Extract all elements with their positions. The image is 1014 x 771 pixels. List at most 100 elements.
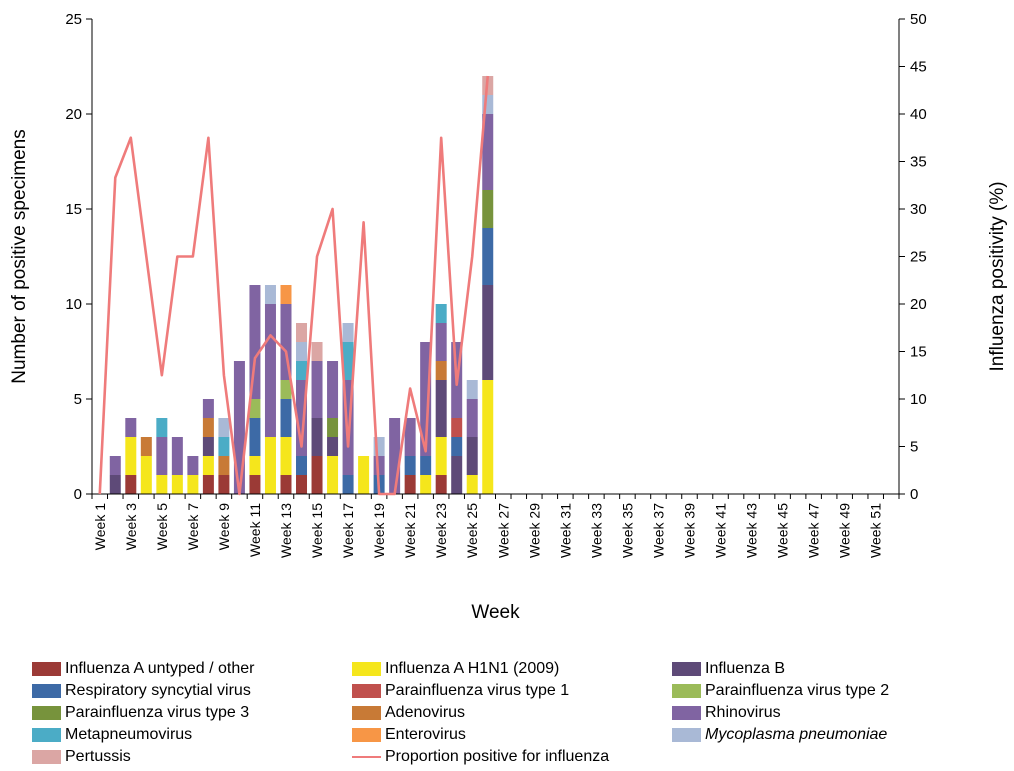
bar-segment-11-s2 — [249, 456, 261, 475]
bar-segment-8-s3 — [202, 437, 214, 456]
legend-item-5: Parainfluenza virus type 1 — [352, 682, 569, 700]
x-tick-label-1: Week 1 — [92, 503, 108, 550]
bar-segment-17-s10 — [342, 342, 354, 380]
x-tick-label-21: Week 21 — [402, 503, 418, 558]
x-tick-label-19: Week 19 — [371, 503, 387, 558]
y-tick-label-0: 0 — [74, 486, 82, 503]
bar-segment-26-s4 — [482, 228, 494, 285]
x-tick-label-11: Week 11 — [247, 503, 263, 557]
x-tick-label-31: Week 31 — [557, 503, 573, 558]
bar-segment-25-s2 — [466, 475, 478, 494]
legend-swatch — [352, 756, 381, 758]
legend-item-3: Influenza B — [672, 660, 785, 678]
bar-segment-6-s2 — [171, 475, 183, 494]
x-tick-label-15: Week 15 — [309, 503, 325, 558]
legend-label: Rhinovirus — [705, 704, 781, 721]
y-tick-label-20: 20 — [65, 106, 82, 123]
y2-tick-label-40: 40 — [910, 106, 927, 123]
bar-segment-26-s3 — [482, 285, 494, 380]
bar-segment-26-s2 — [482, 380, 494, 494]
legend-label: Mycoplasma pneumoniae — [705, 726, 888, 743]
x-tick-label-23: Week 23 — [433, 503, 449, 558]
legend-label: Influenza A untyped / other — [65, 660, 255, 677]
y-axis-title: Number of positive specimens — [9, 129, 30, 384]
legend-item-6: Parainfluenza virus type 2 — [672, 682, 889, 700]
bar-segment-5-s10 — [156, 418, 168, 437]
y2-tick-label-0: 0 — [910, 486, 918, 503]
legend-item-9: Rhinovirus — [672, 704, 781, 722]
bar-segment-5-s2 — [156, 475, 168, 494]
bar-segment-15-s1 — [311, 456, 323, 494]
bar-segment-9-s8 — [218, 456, 230, 475]
x-axis-title: Week — [471, 602, 520, 623]
legend-swatch — [32, 684, 61, 698]
legend-swatch — [352, 728, 381, 742]
x-tick-label-25: Week 25 — [464, 503, 480, 558]
influenza-positivity-line — [98, 75, 490, 496]
bar-segment-6-s9 — [171, 437, 183, 475]
x-tick-label-49: Week 49 — [837, 503, 853, 558]
x-tick-label-13: Week 13 — [278, 503, 294, 558]
legend-label: Adenovirus — [385, 704, 466, 721]
bar-segment-4-s2 — [140, 456, 152, 494]
legend-swatch — [672, 662, 701, 676]
legend-swatch — [672, 728, 701, 742]
bar-segment-17-s4 — [342, 475, 354, 494]
legend-swatch — [32, 750, 61, 764]
bar-segment-17-s12 — [342, 323, 354, 342]
bar-segment-3-s9 — [125, 418, 137, 437]
x-tick-label-9: Week 9 — [216, 503, 232, 550]
bar-segment-13-s4 — [280, 399, 292, 437]
legend-label: Influenza B — [705, 660, 786, 677]
bar-segment-23-s8 — [435, 361, 447, 380]
legend-label: Respiratory syncytial virus — [65, 682, 251, 699]
bar-segment-12-s2 — [264, 437, 276, 494]
bar-segment-8-s1 — [202, 475, 214, 494]
bar-segment-15-s9 — [311, 361, 323, 418]
legend-swatch — [352, 684, 381, 698]
bar-segment-14-s4 — [296, 456, 308, 475]
bar-segment-23-s2 — [435, 437, 447, 475]
bar-segment-3-s1 — [125, 475, 137, 494]
bar-segment-19-s12 — [373, 437, 385, 456]
bar-segment-9-s12 — [218, 418, 230, 437]
bar-segment-14-s13 — [296, 323, 308, 342]
x-tick-label-5: Week 5 — [154, 503, 170, 550]
legend-label: Parainfluenza virus type 1 — [385, 682, 570, 699]
x-tick-label-29: Week 29 — [526, 503, 542, 558]
bar-segment-5-s9 — [156, 437, 168, 475]
bar-segment-8-s9 — [202, 399, 214, 418]
chart: 0 5 10 15 20 25 0 5 10 15 20 25 30 35 40 45 50 Week 1 Week… — [9, 11, 1008, 623]
x-tick-label-47: Week 47 — [806, 503, 822, 558]
bar-segment-9-s1 — [218, 475, 230, 494]
bar-segment-2-s9 — [109, 456, 121, 475]
bar-segment-16-s9 — [327, 361, 339, 418]
x-tick-label-35: Week 35 — [619, 503, 635, 558]
bar-segment-13-s9 — [280, 304, 292, 380]
y-tick-label-15: 15 — [65, 201, 82, 218]
bar-segment-9-s10 — [218, 437, 230, 456]
bar-segment-26-s9 — [482, 114, 494, 190]
y2-tick-label-15: 15 — [910, 344, 927, 361]
bar-segment-12-s12 — [264, 285, 276, 304]
bar-segment-22-s4 — [420, 456, 432, 475]
legend-swatch — [352, 706, 381, 720]
bar-segment-20-s9 — [389, 418, 401, 494]
legend-label: Influenza A H1N1 (2009) — [385, 660, 560, 677]
bar-segment-4-s8 — [140, 437, 152, 456]
bar-segment-3-s2 — [125, 437, 137, 475]
bar-segment-11-s6 — [249, 399, 261, 418]
y2-axis-title: Influenza positivity (%) — [987, 181, 1008, 371]
legend-label: Enterovirus — [385, 726, 466, 743]
y-tick-label-25: 25 — [65, 11, 82, 28]
bar-segment-11-s4 — [249, 418, 261, 456]
bar-segment-7-s9 — [187, 456, 199, 475]
bar-segment-13-s11 — [280, 285, 292, 304]
bar-segment-14-s1 — [296, 475, 308, 494]
bar-segment-23-s9 — [435, 323, 447, 361]
x-tick-label-33: Week 33 — [588, 503, 604, 558]
legend-item-14: Proportion positive for influenza — [352, 748, 609, 766]
legend-swatch — [32, 728, 61, 742]
bar-segment-16-s2 — [327, 456, 339, 494]
bar-segment-13-s2 — [280, 437, 292, 475]
